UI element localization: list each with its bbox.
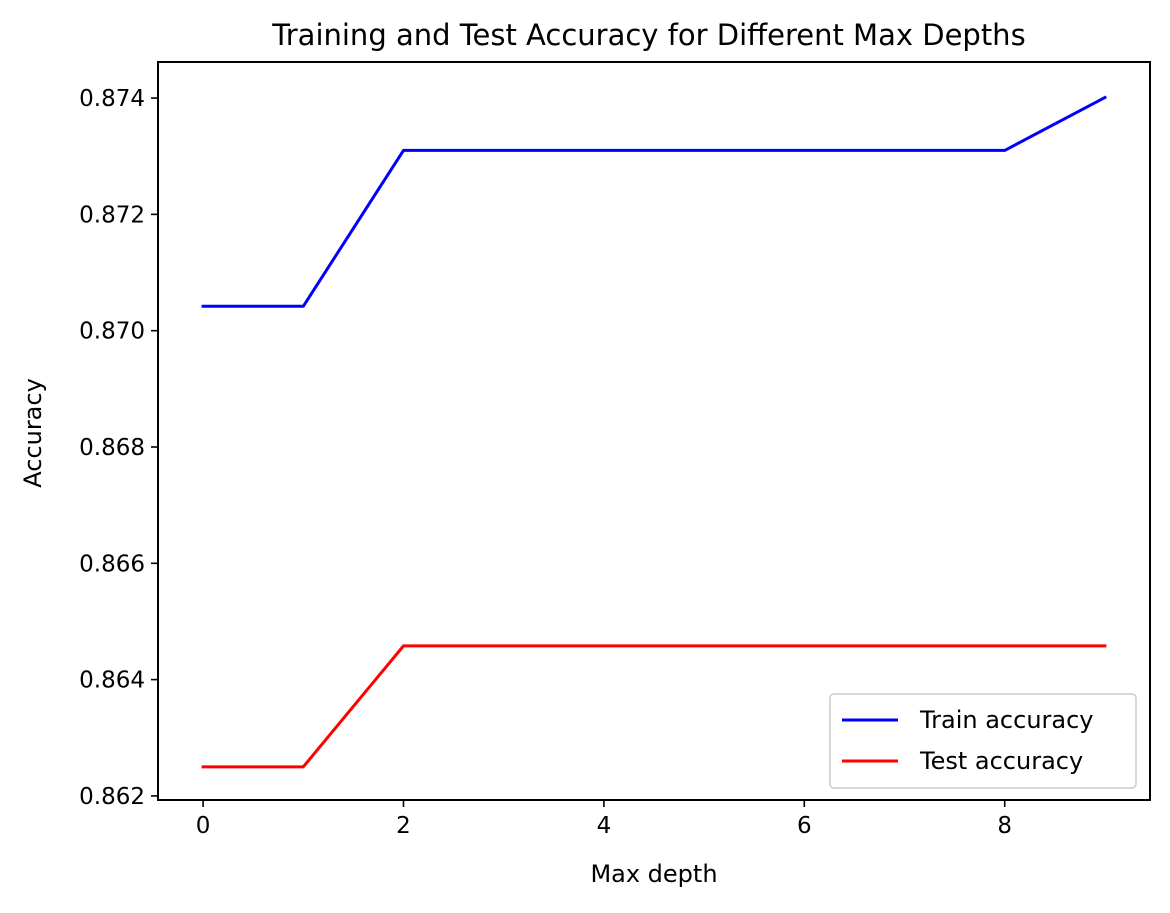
plot-frame — [157, 61, 1151, 801]
axes: 0 2 4 6 8 0.862 0.864 0.866 0.868 0.870 0.872 0.874 — [79, 61, 1151, 839]
y-tick-label: 0.870 — [79, 319, 145, 345]
chart-title: Training and Test Accuracy for Different… — [271, 18, 1025, 52]
series-line-train-accuracy — [201, 95, 1107, 308]
x-tick-label: 2 — [396, 813, 411, 839]
x-tick-label: 0 — [196, 813, 211, 839]
y-tick-label: 0.862 — [79, 784, 145, 810]
x-tick-label: 6 — [797, 813, 812, 839]
legend-label: Test accuracy — [919, 747, 1083, 775]
y-tick-label: 0.864 — [79, 668, 145, 694]
x-tick-label: 8 — [997, 813, 1012, 839]
y-axis-label: Accuracy — [19, 378, 47, 488]
y-tick-label: 0.866 — [79, 551, 145, 577]
legend-label: Train accuracy — [919, 706, 1094, 734]
y-tick-label: 0.868 — [79, 435, 145, 461]
y-tick-label: 0.874 — [79, 86, 145, 112]
x-axis-label: Max depth — [590, 860, 717, 888]
y-tick-label: 0.872 — [79, 202, 145, 228]
x-tick-label: 4 — [597, 813, 612, 839]
legend: Train accuracy Test accuracy — [829, 693, 1137, 789]
series-line-test-accuracy — [201, 644, 1107, 769]
plot-area — [201, 95, 1107, 769]
legend-box — [829, 693, 1137, 789]
